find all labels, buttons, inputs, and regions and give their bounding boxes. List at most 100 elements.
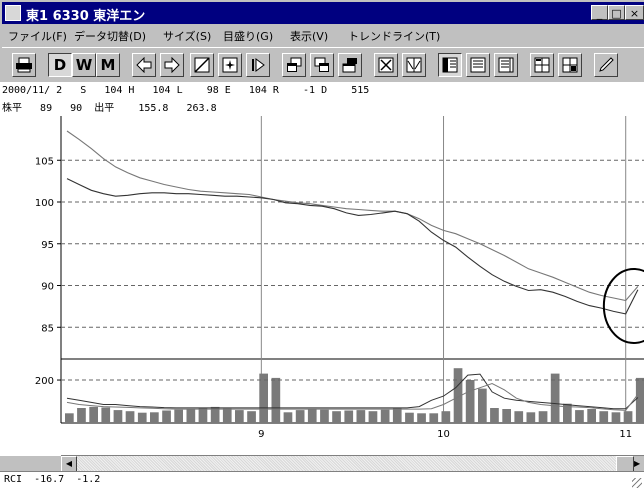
volume-bar xyxy=(307,409,317,423)
annotation-circle xyxy=(602,267,644,344)
menu-size[interactable]: サイズ(S) xyxy=(163,30,212,43)
arrow-right-icon xyxy=(164,57,180,73)
volume-bar xyxy=(563,403,572,423)
layout-text-button[interactable] xyxy=(494,53,518,77)
pen-icon xyxy=(599,57,614,72)
volume-bar xyxy=(222,408,232,423)
stock-chart-svg[interactable]: 9 10 11 105 100 95 90 85 200 xyxy=(0,116,644,456)
window-cascade-button[interactable] xyxy=(282,53,306,77)
volume-bar xyxy=(611,412,621,423)
close-chart-button[interactable] xyxy=(374,53,398,77)
volume-bar xyxy=(380,409,390,423)
status-bar: RCI -16.7 -1.2 xyxy=(0,471,644,489)
monthly-button[interactable]: M xyxy=(96,53,120,77)
average-summary-line: 株平 89 90 出平 155.8 263.8 xyxy=(2,103,217,114)
volume-bar xyxy=(174,409,183,423)
x-tick-label: 11 xyxy=(619,429,632,440)
grid-icon xyxy=(534,57,550,73)
volume-bar xyxy=(405,412,414,423)
rci-line-1 xyxy=(66,373,639,410)
daily-button[interactable]: D xyxy=(48,53,72,77)
scroll-left-arrow[interactable]: ◀ xyxy=(61,456,77,472)
volume-bar xyxy=(137,412,147,423)
volume-bar xyxy=(502,409,511,423)
menu-scale[interactable]: 目盛り(G) xyxy=(223,30,274,43)
volume-bar xyxy=(550,373,560,423)
y-tick-label: 85 xyxy=(41,323,54,334)
volume-bar xyxy=(247,411,256,423)
volume-bar xyxy=(623,411,633,423)
horizontal-scrollbar[interactable]: ◀ ▶ xyxy=(61,455,644,472)
minimize-button[interactable]: _ xyxy=(591,5,608,20)
volume-bar xyxy=(89,406,98,423)
window-stack-icon-3 xyxy=(342,58,357,73)
volume-bar xyxy=(526,412,536,423)
grid-split-button[interactable] xyxy=(530,53,554,77)
detail-panel-icon xyxy=(470,57,486,73)
layout-list-button[interactable] xyxy=(438,53,462,77)
volume-bar xyxy=(186,409,196,423)
play-forward-button[interactable] xyxy=(246,53,270,77)
x-tick-label: 9 xyxy=(258,429,264,440)
moving-average-line-2 xyxy=(66,178,639,315)
volume-bar xyxy=(465,380,475,423)
arrow-left-icon xyxy=(136,57,152,73)
app-icon[interactable] xyxy=(5,5,21,21)
volume-bar xyxy=(259,373,268,423)
volume-bar xyxy=(599,411,609,423)
maximize-button[interactable]: □ xyxy=(608,5,625,20)
grid-quad-icon xyxy=(562,57,578,73)
volume-bar xyxy=(150,412,159,423)
close-button[interactable]: × xyxy=(625,5,644,20)
volume-bar xyxy=(490,408,499,423)
y-tick-label: 100 xyxy=(35,198,54,209)
weekly-button[interactable]: W xyxy=(72,53,96,77)
volume-bar xyxy=(417,413,426,423)
scroll-right-arrow[interactable]: ▶ xyxy=(634,456,644,472)
daily-label: D xyxy=(53,55,67,74)
layout-detail-button[interactable] xyxy=(466,53,490,77)
volume-bar xyxy=(295,410,305,423)
menu-trendline[interactable]: トレンドライン(T) xyxy=(348,30,441,43)
title-bar[interactable]: 東1 6330 東洋エン _ □ × xyxy=(2,2,644,24)
grid-quad-button[interactable] xyxy=(558,53,582,77)
toolbar: D W M xyxy=(2,47,644,83)
window-tile-button[interactable] xyxy=(310,53,334,77)
x-tick-label: 10 xyxy=(437,429,450,440)
resize-grip[interactable] xyxy=(632,478,642,488)
volume-bar xyxy=(235,410,244,423)
volume-bar xyxy=(575,410,584,423)
window-arrange-button[interactable] xyxy=(338,53,362,77)
volume-bar xyxy=(113,410,123,423)
volume-bar xyxy=(587,409,596,423)
menu-view[interactable]: 表示(V) xyxy=(290,30,329,43)
volume-bar xyxy=(392,408,402,423)
scroll-track[interactable] xyxy=(77,456,627,472)
scroll-left-button[interactable] xyxy=(132,53,156,77)
menu-bar: ファイル(F) データ切替(D) サイズ(S) 目盛り(G) 表示(V) トレン… xyxy=(2,25,644,45)
window-title: 東1 6330 東洋エン xyxy=(26,9,146,24)
close-icon: × xyxy=(629,7,640,20)
draw-pen-button[interactable] xyxy=(594,53,618,77)
menu-data-switch[interactable]: データ切替(D) xyxy=(74,30,147,43)
scroll-thumb[interactable] xyxy=(616,456,634,472)
menu-file[interactable]: ファイル(F) xyxy=(8,30,67,43)
volume-tick-label: 200 xyxy=(35,376,54,387)
volume-bar xyxy=(514,411,524,423)
rci-line-2 xyxy=(66,382,639,411)
printer-icon xyxy=(16,57,32,73)
volume-bar xyxy=(271,377,281,423)
trendline-tool-button[interactable] xyxy=(190,53,214,77)
print-button[interactable] xyxy=(12,53,36,77)
volume-bar xyxy=(429,413,439,423)
moving-average-line-1 xyxy=(66,130,639,302)
volume-bar xyxy=(441,411,451,423)
chart-area[interactable]: 9 10 11 105 100 95 90 85 200 xyxy=(0,116,644,456)
zoom-tool-button[interactable] xyxy=(218,53,242,77)
y-tick-label: 90 xyxy=(41,282,54,293)
scroll-right-button[interactable] xyxy=(160,53,184,77)
compare-button[interactable] xyxy=(402,53,426,77)
volume-bar xyxy=(320,409,329,423)
volume-bar xyxy=(101,407,111,423)
